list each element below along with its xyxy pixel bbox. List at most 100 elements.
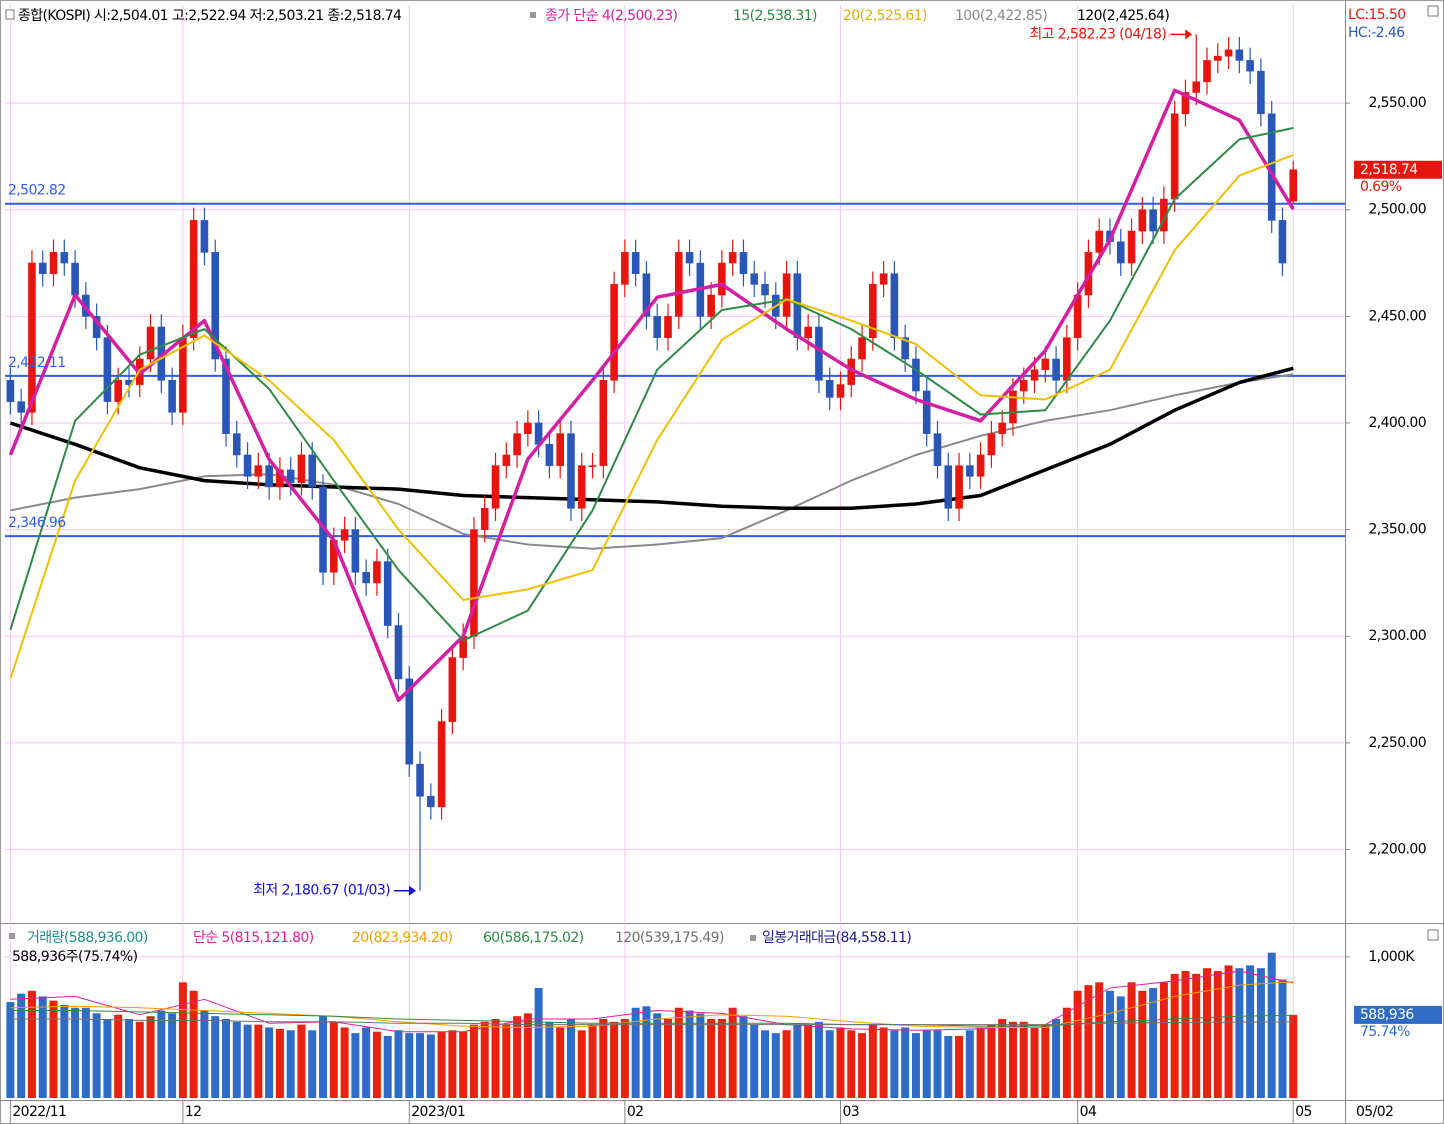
candle-body [782, 273, 791, 317]
legend-entry: 단순 5(815,121.80) [193, 930, 314, 946]
ma-line [9, 366, 1294, 511]
volume-bar [178, 982, 187, 1098]
last-volume-label: 588,936 [1360, 1007, 1414, 1023]
volume-bar [998, 1019, 1007, 1098]
legend-entry: 100(2,422.85) [955, 8, 1047, 24]
candle-body [966, 465, 974, 477]
x-tick-label: 03 [842, 1104, 859, 1120]
candle-body [383, 561, 392, 626]
candle-body [146, 326, 155, 360]
level-label: 2,422.11 [8, 355, 66, 371]
panel-button[interactable] [1427, 5, 1439, 17]
legend-entry: 20(2,525.61) [843, 8, 927, 24]
last-price-box [1354, 160, 1442, 179]
candle-body [265, 465, 273, 488]
volume-bar [545, 1021, 554, 1098]
volume-bar [124, 1019, 133, 1098]
x-tick-label: 2023/01 [411, 1104, 465, 1120]
candle-body [362, 571, 370, 584]
candle-body [588, 465, 597, 467]
hc-label: HC:-2.46 [1348, 25, 1405, 41]
volume-bar [782, 1030, 791, 1098]
candle-body [933, 433, 942, 466]
volume-bar [1116, 996, 1125, 1098]
volume-bar [135, 1021, 144, 1098]
candle-body [739, 252, 748, 275]
candle-body [1192, 81, 1201, 93]
volume-bar [1181, 971, 1190, 1098]
candle-body [222, 358, 230, 434]
candle-body [1278, 220, 1287, 264]
candle-body [297, 454, 306, 483]
volume-bar [372, 1031, 381, 1098]
volume-bar [362, 1027, 371, 1098]
volume-bar [340, 1027, 349, 1098]
candle-body [804, 326, 812, 338]
volume-bar [879, 1027, 888, 1098]
volume-bar [254, 1024, 263, 1098]
candle-body [448, 657, 457, 722]
volume-bar [81, 1007, 90, 1098]
volume-bar [739, 1016, 748, 1098]
volume-bar [847, 1030, 856, 1098]
candle-body [664, 316, 672, 338]
candle-body [1127, 230, 1136, 264]
y-tick-label: 1,000K [1368, 949, 1415, 965]
candle-body [1019, 380, 1028, 392]
volume-bar [383, 1035, 392, 1098]
volume-bar [1256, 968, 1265, 1098]
candle-body [114, 380, 122, 402]
legend-entry: 일봉거래대금(84,558.11) [762, 930, 911, 946]
lc-label: LC:15.50 [1348, 7, 1406, 23]
volume-bar [976, 1027, 985, 1098]
legend-entry: 60(586,175.02) [483, 930, 584, 946]
candle-body [1095, 230, 1104, 253]
volume-bar [60, 1004, 69, 1098]
candle-body [631, 252, 640, 275]
candle-body [869, 284, 877, 338]
candle-body [308, 454, 317, 488]
volume-bar [71, 1007, 80, 1098]
volume-bar [297, 1024, 306, 1098]
volume-bar [38, 996, 47, 1098]
y-tick-label: 2,450.00 [1368, 308, 1426, 324]
volume-bar [1008, 1021, 1017, 1098]
marks [5, 29, 1442, 1098]
candle-body [6, 380, 15, 402]
volume-bar [17, 993, 26, 1098]
candle-body [480, 507, 489, 530]
legend-icon [530, 12, 536, 18]
x-tick-label: 02 [627, 1104, 644, 1120]
y-tick-label: 2,550.00 [1368, 95, 1426, 111]
candle-body [599, 380, 608, 466]
candle-body [17, 401, 25, 413]
volume-bar [610, 1021, 619, 1098]
menu-icon[interactable] [5, 9, 15, 20]
volume-bar [1213, 971, 1222, 1098]
volume-bar [1095, 982, 1104, 1098]
volume-bar [1170, 973, 1179, 1098]
last-price-label: 2,518.74 [1360, 162, 1418, 178]
candle-body [513, 433, 521, 456]
arrow-head [1185, 29, 1193, 40]
volume-bar [394, 1030, 403, 1098]
y-tick-label: 2,350.00 [1368, 522, 1426, 538]
volume-bar [793, 1024, 802, 1098]
candle-body [944, 465, 953, 509]
candle-body [955, 465, 963, 509]
volume-bar [1246, 965, 1255, 1098]
volume-bar [459, 1031, 468, 1098]
volume-bar [243, 1024, 252, 1098]
candle-body [502, 454, 511, 466]
legend-icon [9, 933, 15, 939]
volume-bar [221, 1019, 230, 1098]
volume-bar [911, 1033, 920, 1098]
panel-button[interactable] [1427, 929, 1439, 941]
candle-body [340, 529, 349, 541]
candle-body [524, 422, 532, 434]
volume-bar [944, 1035, 953, 1098]
volume-bar [1062, 1007, 1071, 1098]
volume-bar [416, 1033, 425, 1098]
candle-body [1289, 169, 1298, 202]
